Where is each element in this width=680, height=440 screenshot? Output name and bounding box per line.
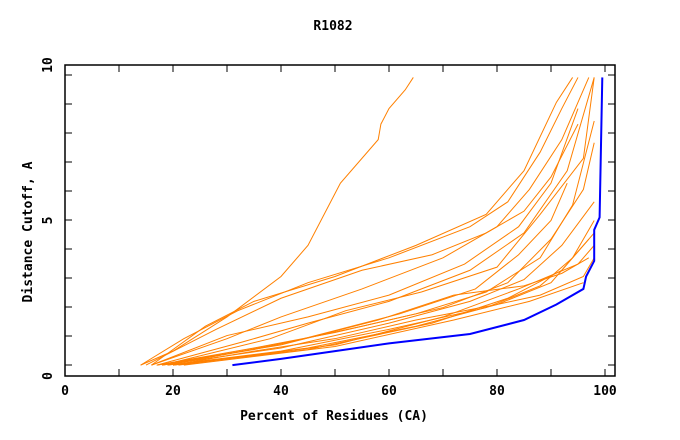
series-lines bbox=[140, 77, 604, 367]
x-tick-label: 100 bbox=[593, 384, 617, 399]
model-line-m16 bbox=[162, 77, 595, 366]
x-tick-label: 80 bbox=[489, 384, 505, 399]
model-line-m5 bbox=[156, 77, 595, 366]
model-line-m3 bbox=[151, 77, 574, 366]
x-axis-label: Percent of Residues (CA) bbox=[240, 409, 428, 424]
model-line-m11 bbox=[172, 232, 595, 366]
model-line-m8 bbox=[162, 201, 595, 366]
y-tick-label: 10 bbox=[41, 57, 56, 73]
model-line-m6 bbox=[156, 120, 595, 366]
x-tick-label: 20 bbox=[165, 384, 181, 399]
model-line-m15 bbox=[151, 108, 579, 366]
model-line-m14 bbox=[156, 257, 590, 366]
y-tick-label: 5 bbox=[41, 217, 56, 225]
axis-ticks: 0 20 40 60 80 100 0 5 10 bbox=[41, 57, 617, 399]
x-tick-label: 40 bbox=[273, 384, 289, 399]
model-line-m18 bbox=[172, 257, 595, 366]
model-line-m17 bbox=[167, 182, 568, 366]
model-line-m12 bbox=[178, 245, 595, 366]
chart-title: R1082 bbox=[313, 19, 352, 34]
model-line-m13 bbox=[183, 282, 584, 366]
model-line-m2 bbox=[140, 77, 579, 366]
plot-frame bbox=[64, 64, 616, 377]
model-line-m19 bbox=[145, 123, 579, 366]
y-axis-label: Distance Cutoff, A bbox=[21, 161, 36, 302]
x-tick-label: 60 bbox=[381, 384, 397, 399]
model-line-m1 bbox=[140, 77, 414, 366]
y-tick-label: 0 bbox=[41, 372, 56, 380]
x-tick-label: 0 bbox=[61, 384, 69, 399]
best-model-line bbox=[232, 77, 604, 367]
